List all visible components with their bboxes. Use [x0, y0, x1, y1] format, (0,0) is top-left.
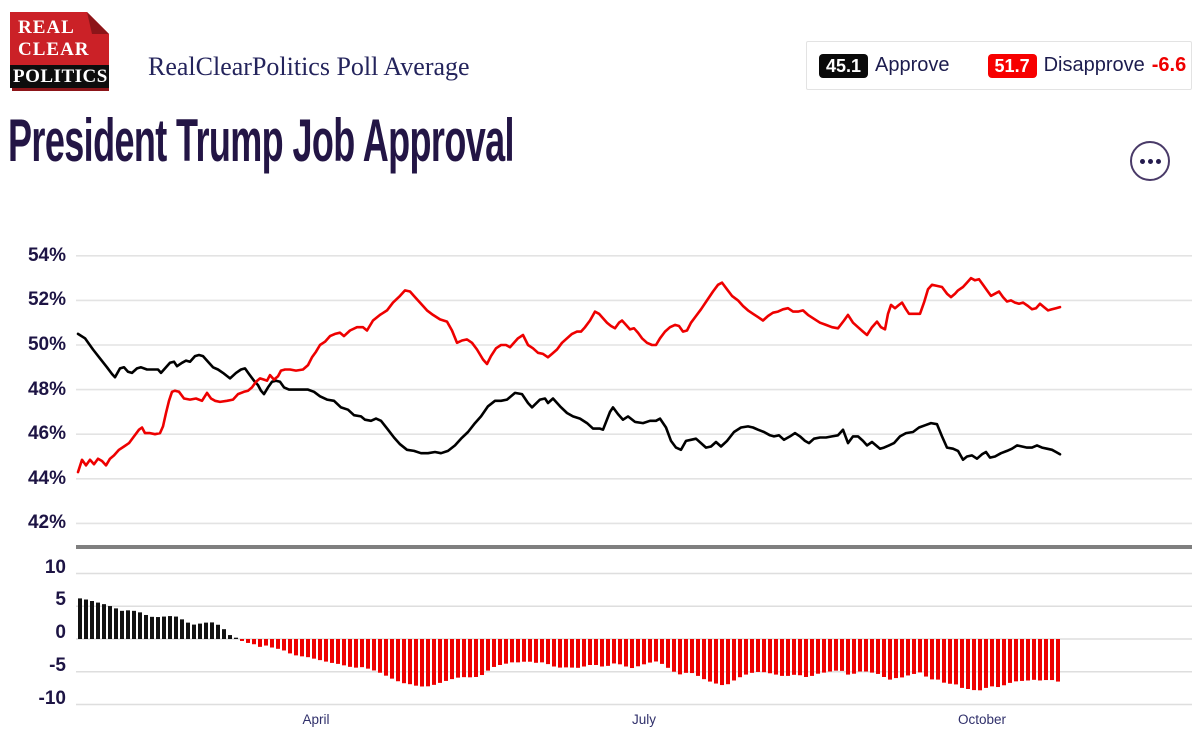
spread-ytick-label: 0: [55, 622, 66, 643]
page-curl-icon: [87, 12, 109, 34]
spread-ytick-label: -10: [38, 687, 66, 709]
logo-black-strip: [10, 65, 109, 88]
approval-ytick-label: 50%: [27, 334, 66, 355]
approval-ytick-label: 48%: [27, 378, 66, 400]
poll-average-subtitle: RealClearPolitics Poll Average: [148, 52, 470, 81]
spread-ytick-label: -5: [49, 654, 66, 676]
spread-ytick-label: 10: [44, 556, 66, 578]
ellipsis-icon: [1139, 158, 1161, 164]
logo-maroon-line: [12, 88, 109, 91]
disapprove-label: Disapprove: [1043, 54, 1145, 76]
approve-value-badge: 45.1: [819, 53, 869, 78]
logo-text-politics: POLITICS: [13, 66, 108, 87]
rcp-logo[interactable]: REAL CLEAR POLITICS: [10, 12, 109, 91]
disapprove-value-badge: 51.7: [987, 53, 1037, 78]
logo-text-real: REAL: [18, 17, 75, 38]
approval-ytick-label: 46%: [27, 423, 66, 445]
legend-box: 45.1 Approve 51.7 Disapprove -6.6: [806, 41, 1192, 90]
more-options-button[interactable]: [1130, 141, 1170, 181]
spread-ytick-label: 5: [55, 589, 66, 611]
month-label-april: April: [302, 712, 330, 727]
month-label-october: October: [957, 712, 1007, 727]
month-label-july: July: [631, 712, 656, 727]
logo-text-clear: CLEAR: [18, 39, 90, 60]
page-title: President Trump Job Approval: [8, 107, 515, 174]
approval-ytick-label: 42%: [27, 512, 66, 534]
approval-ytick-label: 44%: [27, 467, 66, 489]
approval-ytick-label: 54%: [27, 244, 66, 266]
spread-value: -6.6: [1151, 54, 1187, 76]
approve-label: Approve: [875, 54, 950, 76]
approval-ytick-label: 52%: [27, 289, 66, 311]
